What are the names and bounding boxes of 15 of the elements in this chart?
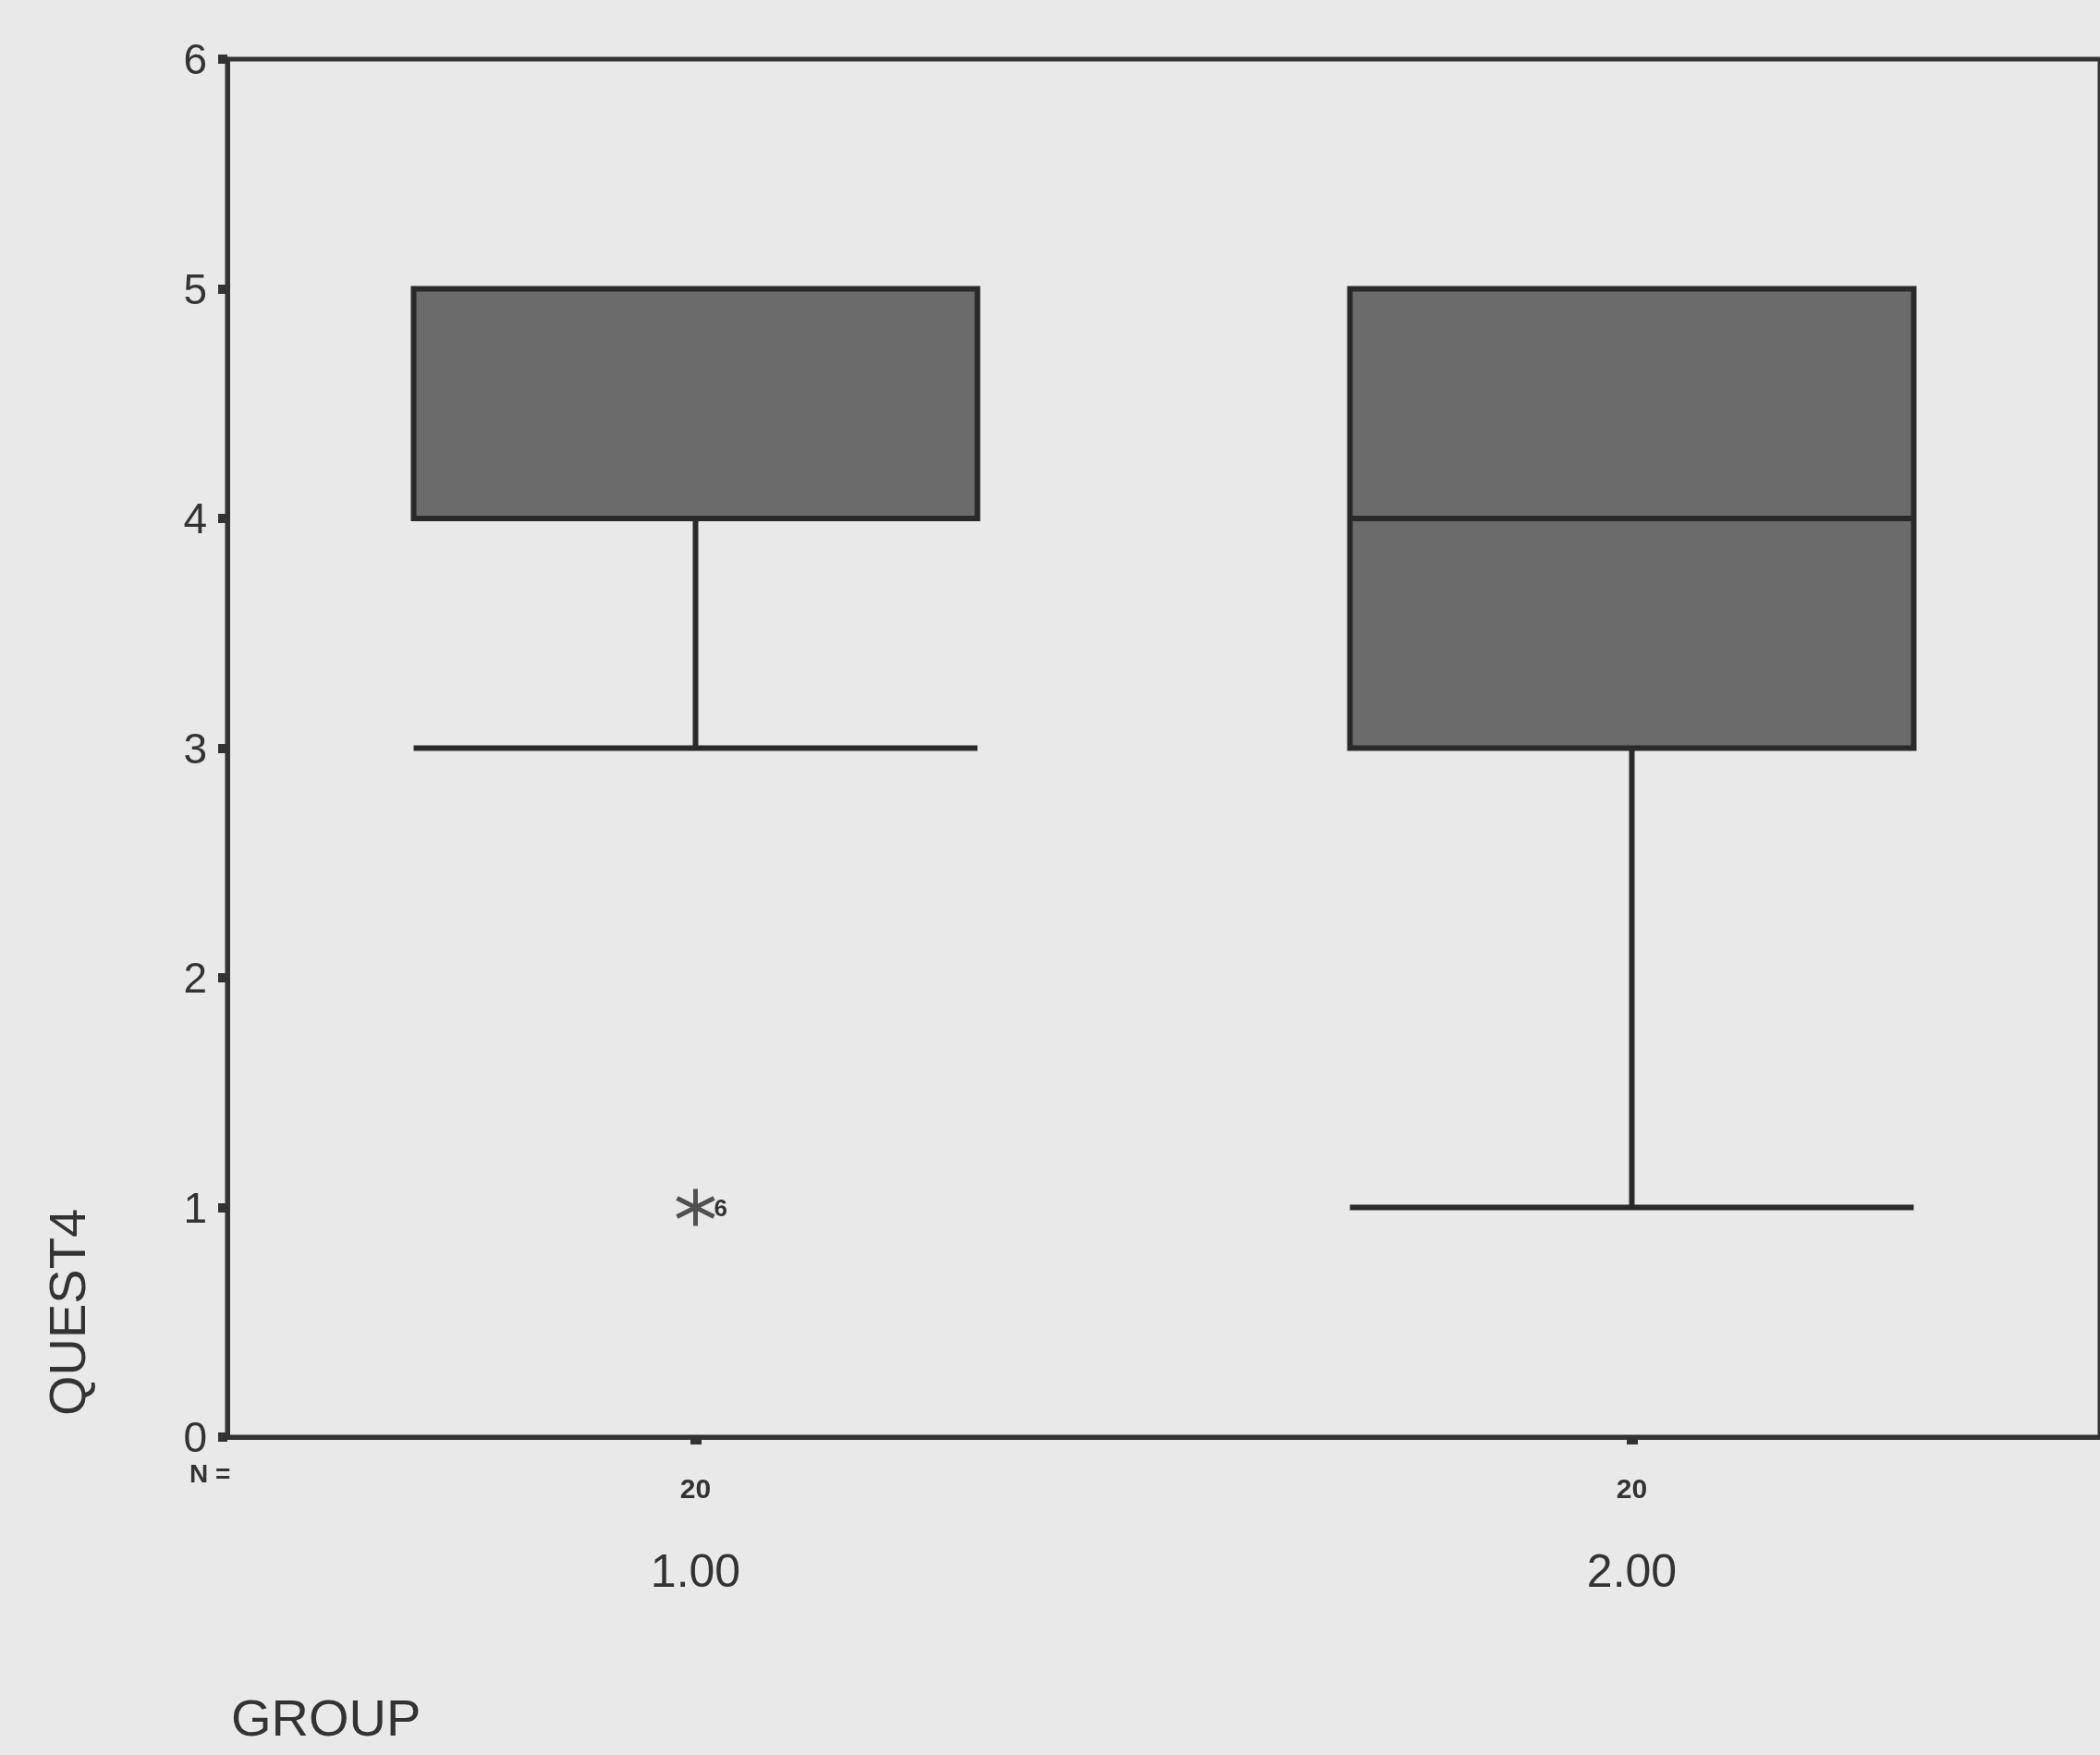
y-tick-label: 6 [183, 35, 207, 83]
text: 20 [1616, 1472, 1648, 1504]
y-tick-label: 2 [183, 954, 207, 1002]
annotation: 6 [714, 1193, 727, 1222]
x-tick-label: 2.00 [1586, 1545, 1678, 1597]
y-tick-label: 3 [183, 724, 207, 773]
y-tick-label: 1 [183, 1183, 207, 1232]
x-tick-label: 1.00 [650, 1545, 741, 1597]
text: N = [189, 1458, 231, 1488]
text: 20 [679, 1472, 712, 1504]
y-tick-label: 0 [183, 1413, 207, 1461]
y-tick-label: 5 [183, 264, 207, 313]
x-axis-title: GROUP [231, 1688, 421, 1747]
y-axis-title: QUEST4 [37, 1208, 96, 1417]
y-tick-label: 4 [183, 494, 207, 542]
